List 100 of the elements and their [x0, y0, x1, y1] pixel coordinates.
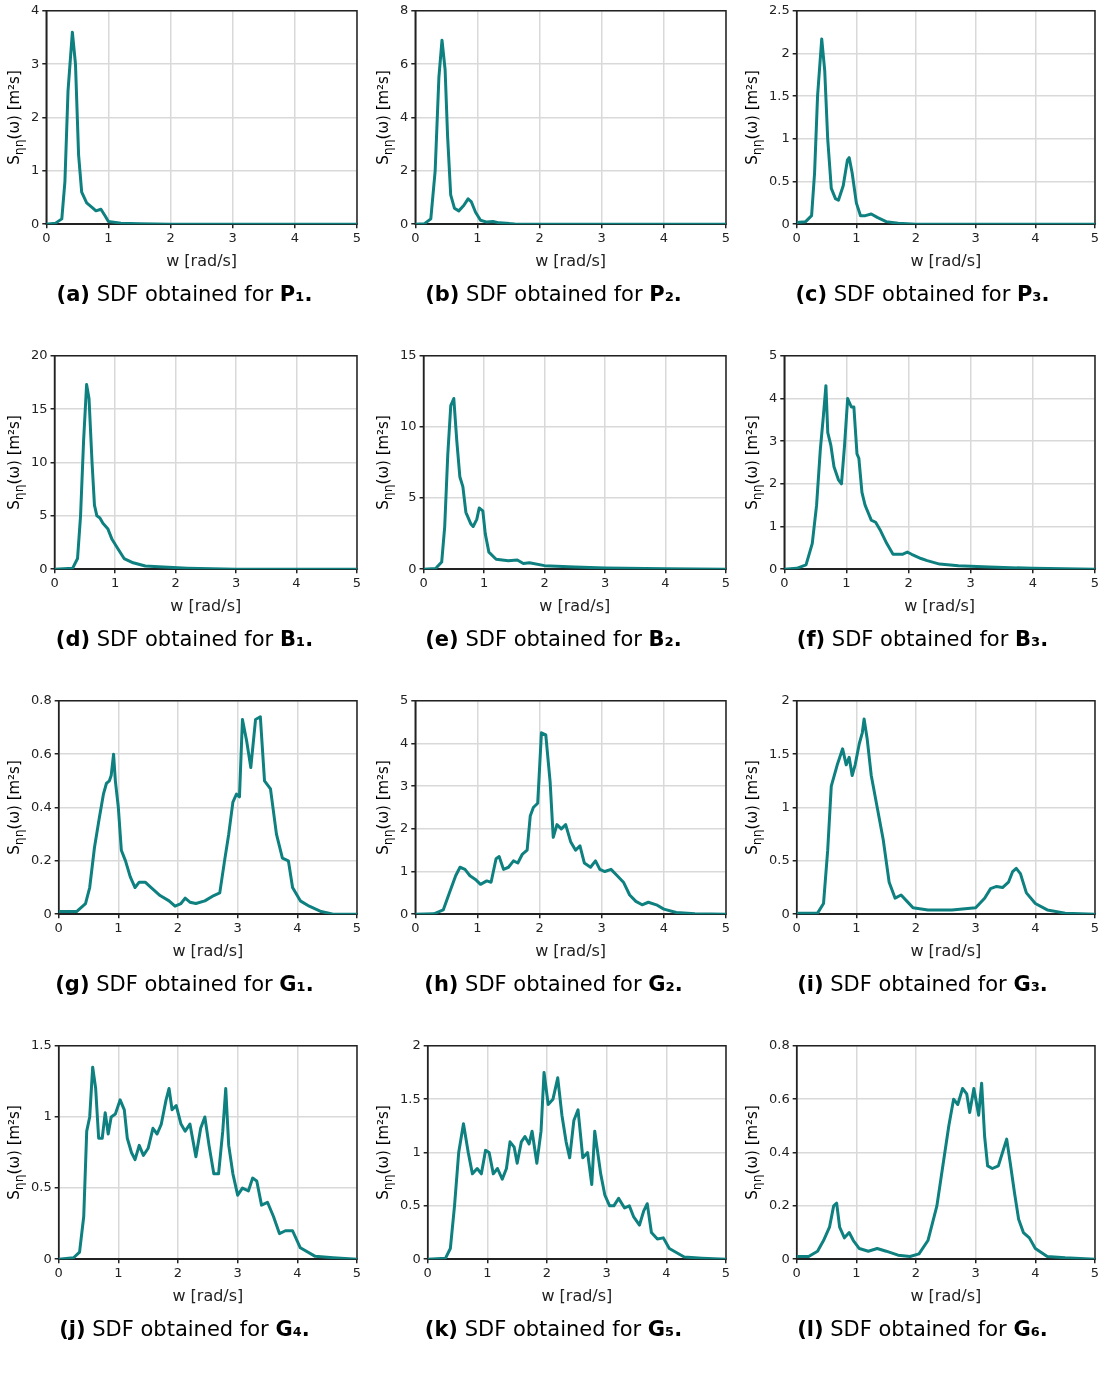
- x-tick-label: 4: [1031, 1265, 1040, 1281]
- x-tick-label: 3: [233, 1265, 242, 1281]
- y-tick-label: 5: [399, 692, 409, 708]
- y-tick-label: 1.5: [399, 1090, 421, 1106]
- x-tick-label: 2: [911, 230, 921, 246]
- y-tick-label: 4: [30, 2, 40, 18]
- y-tick-label: 0.6: [768, 1090, 790, 1106]
- y-tick-label: 4: [399, 734, 409, 750]
- y-tick-label: 5: [408, 489, 417, 505]
- x-tick-label: 4: [293, 1265, 302, 1281]
- x-tick-label: 4: [290, 230, 299, 246]
- x-tick-label: 2: [542, 1265, 552, 1281]
- y-tick-label: 1: [781, 798, 790, 814]
- x-tick-label: 5: [1090, 1265, 1100, 1281]
- x-tick-label: 2: [911, 1265, 921, 1281]
- x-tick-label: 3: [228, 230, 237, 246]
- x-tick-label: 0: [792, 230, 801, 246]
- x-tick-label: 4: [662, 1265, 671, 1281]
- x-tick-label: 0: [792, 1265, 801, 1281]
- y-tick-label: 5: [39, 507, 48, 523]
- x-axis-title: w [rad/s]: [166, 250, 238, 270]
- text: (c) SDF obtained for P₃.: [794, 282, 1051, 306]
- x-tick-label: 1: [852, 1265, 861, 1281]
- y-tick-label: 0: [412, 1250, 421, 1266]
- x-tick-label: 0: [423, 1265, 432, 1281]
- x-tick-label: 3: [602, 1265, 611, 1281]
- x-axis-title: w [rad/s]: [910, 250, 982, 270]
- y-tick-label: 4: [399, 108, 409, 124]
- x-axis-title: w [rad/s]: [904, 595, 976, 615]
- x-tick-label: 3: [597, 920, 606, 936]
- text: (e) SDF obtained for B₂.: [424, 627, 683, 651]
- x-tick-label: 0: [54, 920, 63, 936]
- y-tick-label: 0: [781, 215, 790, 231]
- x-axis-title: w [rad/s]: [535, 940, 607, 960]
- y-tick-label: 4: [768, 389, 778, 405]
- x-tick-label: 5: [721, 230, 731, 246]
- x-tick-label: 1: [852, 230, 861, 246]
- y-tick-label: 3: [399, 777, 409, 793]
- x-axis-title: w [rad/s]: [539, 595, 611, 615]
- y-tick-label: 1: [399, 862, 409, 878]
- y-tick-label: 0.8: [30, 692, 52, 708]
- x-axis-title: w [rad/s]: [910, 1285, 982, 1305]
- x-tick-label: 3: [231, 575, 241, 591]
- x-tick-label: 1: [852, 920, 861, 936]
- y-tick-label: 15: [400, 347, 417, 363]
- y-tick-label: 2: [399, 162, 409, 178]
- x-tick-label: 4: [659, 230, 668, 246]
- y-tick-label: 0: [399, 905, 409, 921]
- x-tick-label: 4: [292, 575, 301, 591]
- x-tick-label: 2: [540, 575, 549, 591]
- x-tick-label: 2: [911, 920, 921, 936]
- y-tick-label: 10: [400, 418, 417, 434]
- x-tick-label: 4: [1028, 575, 1037, 591]
- text: (f) SDF obtained for B₃.: [795, 627, 1050, 651]
- y-tick-label: 1: [781, 130, 790, 146]
- y-tick-label: 2: [412, 1037, 421, 1053]
- x-tick-label: 1: [473, 230, 482, 246]
- y-tick-label: 2: [30, 108, 40, 124]
- y-tick-label: 2: [781, 692, 790, 708]
- x-axis-title: w [rad/s]: [170, 595, 242, 615]
- x-tick-label: 5: [352, 920, 362, 936]
- x-tick-label: 2: [173, 1265, 183, 1281]
- x-tick-label: 4: [661, 575, 670, 591]
- y-tick-label: 2: [399, 820, 409, 836]
- x-tick-label: 3: [597, 230, 606, 246]
- y-tick-label: 0: [43, 905, 52, 921]
- x-tick-label: 2: [173, 920, 183, 936]
- x-tick-label: 0: [792, 920, 801, 936]
- x-tick-label: 1: [479, 575, 489, 591]
- x-tick-label: 5: [1090, 920, 1100, 936]
- x-tick-label: 4: [659, 920, 668, 936]
- y-tick-label: 5: [768, 347, 778, 363]
- y-tick-label: 0.6: [30, 745, 52, 761]
- x-tick-label: 1: [483, 1265, 492, 1281]
- x-tick-label: 1: [842, 575, 851, 591]
- x-tick-label: 3: [233, 920, 242, 936]
- y-tick-label: 15: [31, 400, 48, 416]
- x-tick-label: 2: [171, 575, 180, 591]
- text: (g) SDF obtained for G₁.: [54, 972, 315, 996]
- y-tick-label: 1: [412, 1143, 421, 1159]
- y-tick-label: 0.8: [768, 1037, 790, 1053]
- x-axis-title: w [rad/s]: [172, 940, 244, 960]
- x-tick-label: 5: [352, 230, 362, 246]
- x-tick-label: 3: [971, 1265, 980, 1281]
- x-tick-label: 2: [535, 230, 544, 246]
- y-tick-label: 0.2: [768, 1197, 790, 1213]
- y-tick-label: 0: [408, 560, 417, 576]
- x-tick-label: 1: [110, 575, 120, 591]
- x-tick-label: 2: [166, 230, 175, 246]
- x-tick-label: 5: [1090, 230, 1100, 246]
- y-tick-label: 0: [781, 1250, 790, 1266]
- x-tick-label: 5: [721, 920, 731, 936]
- y-tick-label: 20: [31, 347, 48, 363]
- x-axis-title: w [rad/s]: [172, 1285, 244, 1305]
- y-tick-label: 0.5: [30, 1179, 52, 1195]
- x-tick-label: 2: [904, 575, 913, 591]
- x-tick-label: 5: [1090, 575, 1100, 591]
- y-tick-label: 3: [30, 55, 40, 71]
- text: (l) SDF obtained for G₆.: [796, 1317, 1049, 1341]
- y-tick-label: 1.5: [30, 1037, 52, 1053]
